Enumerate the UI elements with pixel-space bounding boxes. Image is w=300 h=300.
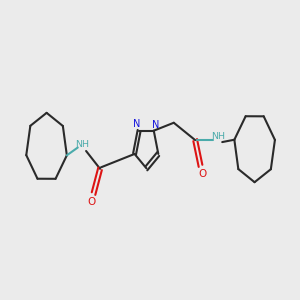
- Text: NH: NH: [211, 132, 225, 141]
- Text: NH: NH: [75, 140, 89, 148]
- Text: O: O: [87, 197, 95, 207]
- Text: N: N: [133, 119, 141, 129]
- Text: N: N: [152, 120, 160, 130]
- Text: O: O: [199, 169, 207, 179]
